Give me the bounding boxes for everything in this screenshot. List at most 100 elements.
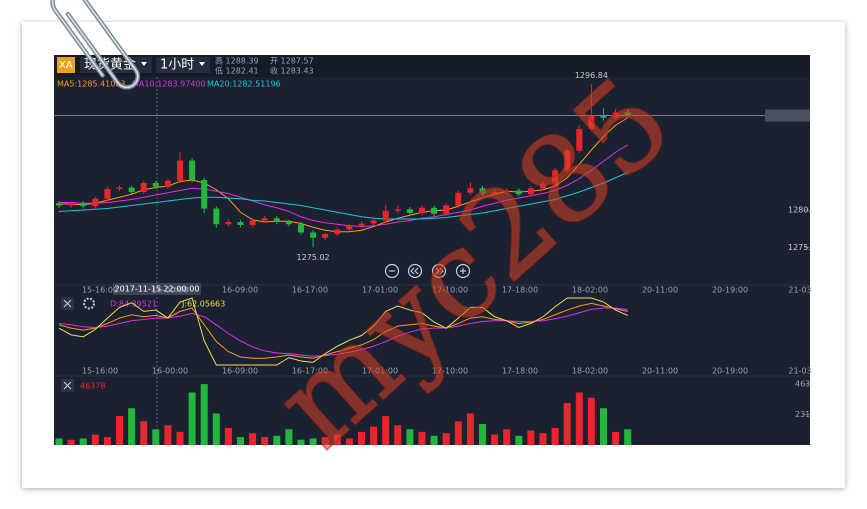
ohlc-open: 开 1287.57 [270,57,314,66]
volume-bar [128,408,136,445]
time-label: 17-01:00 [362,286,398,295]
time-label: 17-01:00 [362,367,398,376]
dropdown-arrow [199,62,205,66]
volume-bar [91,434,99,445]
candle-body [382,210,389,221]
candle-body [164,180,171,187]
volume-bar [297,439,305,445]
candle-body [334,229,341,234]
volume-bar [164,425,172,445]
candle-body [177,160,183,181]
candle-body [213,208,220,225]
time-label: 16-09:00 [222,367,258,376]
scroll-right[interactable] [431,263,447,279]
candle-body [394,209,401,211]
volume-bar [103,437,111,445]
tooltip: 2017-11-15 22:00:00 [115,285,200,294]
candle-body [467,188,474,193]
volume-bar [176,431,184,445]
candle-body [443,205,450,214]
candle-body [80,203,87,207]
indicator-label: J:62.05663 [181,300,225,309]
time-label: 18-02:00 [572,367,608,376]
volume-label: 46378 [80,382,105,391]
candle-body [285,222,292,225]
volume-bar [358,431,365,445]
tooltip-box [113,283,201,295]
candle-body [540,183,546,189]
time-label: 20-19:00 [712,286,748,295]
ohlc-low: 低 1282.41 [215,66,259,76]
candle-body [273,218,280,222]
ma-label: MA20:1282.51196 [207,80,281,89]
candle-body [612,112,619,118]
volume-bar [321,437,329,445]
period[interactable]: 1小时 [160,58,194,73]
dropdown-arrow [141,62,147,66]
candle-body [406,209,413,213]
candle-body [104,189,111,199]
volume-bar [575,392,583,445]
badge-text: XA [59,60,73,71]
candle-body [431,207,438,214]
time-label: 20-11:00 [642,367,678,376]
volume-bar [116,416,123,445]
candle-body [310,232,317,238]
toolbar [54,55,810,77]
candle-body [152,183,159,187]
y-tick-label: 1280. [788,206,811,215]
volume-bar [600,408,607,445]
volume-bar [527,430,535,445]
last-price-box [765,109,810,122]
candle-body [491,192,498,194]
volume-bar [454,421,462,445]
volume-bar [140,421,148,445]
time-label: 17-18:00 [502,286,538,295]
zoom-in[interactable] [455,263,471,279]
close-icon [63,299,72,308]
min-label: 1275.02 [297,253,330,262]
plot: 15-16:00 15-16:00 16-00:00 16-00:00 16-09:00… [54,71,812,445]
volume-bar [503,429,511,445]
volume-bar [551,427,559,445]
y-tick-label: 463 [795,380,810,389]
candle-body [576,129,583,151]
candle-body [225,222,232,225]
volume-bar [67,439,75,445]
volume-bar [370,426,378,445]
candle-body [201,180,208,209]
candle-body [298,224,304,233]
volume-bar [479,423,486,445]
candle-body [237,222,244,225]
zoom-out[interactable] [384,263,400,279]
candle-body [370,220,377,224]
volume-bar [285,429,293,445]
candle-body [588,115,595,129]
time-label: 18-02:00 [572,286,608,295]
volume-bar [237,437,244,445]
volume-bar [200,384,208,445]
time-label: 20-19:00 [712,367,748,376]
volume-bar [624,429,632,445]
volume-bar [418,431,426,445]
volume-bar [55,438,63,445]
scroll-left[interactable] [407,263,423,279]
close-icon [63,381,72,390]
period-select[interactable] [156,57,210,73]
time-label: 20-11:00 [642,286,678,295]
candle-body [552,170,559,184]
candle-body [455,192,462,206]
candle-body [92,198,99,207]
volume-bar [394,425,402,445]
volume-bar [515,435,523,445]
time-label: 17-18:00 [502,367,538,376]
indicator-line [58,307,628,357]
candle-body [419,207,425,213]
candle-body [479,188,486,194]
volume-bar [466,413,474,445]
settings-icon[interactable] [83,297,95,310]
candle-body [68,203,75,206]
time-label: 15-16:00 [82,286,118,295]
